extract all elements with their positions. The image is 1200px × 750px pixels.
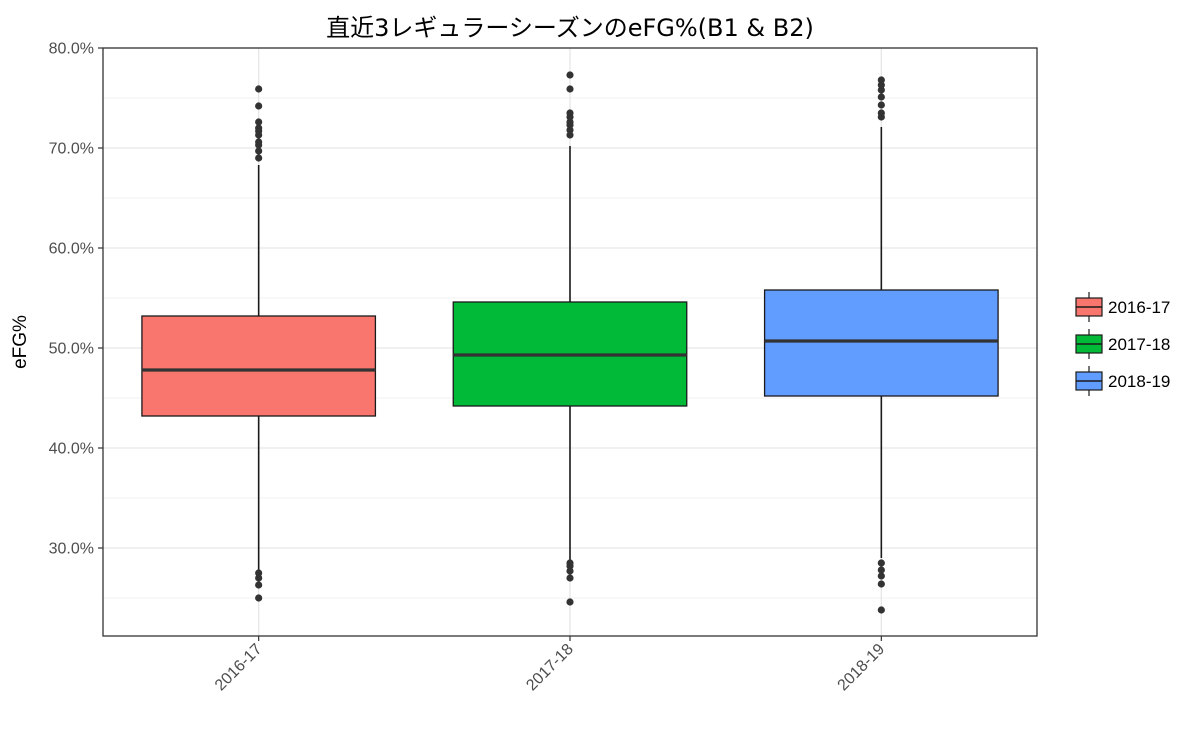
x-tick-label: 2017-18 (523, 641, 577, 695)
y-tick-label: 40.0% (49, 441, 94, 458)
outlier-point (566, 567, 574, 575)
outlier-point (255, 124, 263, 132)
box-layer (141, 71, 999, 614)
outlier-point (877, 86, 885, 94)
outlier-point (566, 85, 574, 93)
legend-item-2017-18: 2017-18 (1075, 329, 1170, 359)
outlier-point (877, 109, 885, 117)
y-tick-label: 50.0% (49, 341, 94, 358)
legend-layer: 2016-17 2017-18 2018-19 (1075, 292, 1170, 396)
outlier-point (566, 109, 574, 117)
box-body (763, 289, 999, 397)
legend-label: 2018-19 (1108, 372, 1170, 391)
outlier-point (877, 93, 885, 101)
y-tick-label: 80.0% (49, 41, 94, 58)
y-tick-label: 60.0% (49, 241, 94, 258)
outlier-point (566, 131, 574, 139)
outlier-point (255, 138, 263, 146)
legend-item-2018-19: 2018-19 (1075, 366, 1170, 396)
outlier-point (255, 85, 263, 93)
legend-label: 2016-17 (1108, 298, 1170, 317)
outlier-point (566, 559, 574, 567)
y-tick-label: 30.0% (49, 541, 94, 558)
outlier-point (877, 566, 885, 574)
box-body (141, 315, 377, 417)
outlier-point (255, 594, 263, 602)
outlier-point (877, 606, 885, 614)
legend-label: 2017-18 (1108, 335, 1170, 354)
y-tick-label: 70.0% (49, 141, 94, 158)
x-tick-label: 2016-17 (212, 641, 266, 695)
outlier-point (255, 102, 263, 110)
outlier-point (566, 126, 574, 134)
outlier-point (877, 572, 885, 580)
outlier-point (255, 154, 263, 162)
outlier-point (255, 581, 263, 589)
box-2016-17 (141, 85, 377, 602)
outlier-point (877, 81, 885, 89)
outlier-point (877, 580, 885, 588)
outlier-point (255, 569, 263, 577)
chart-title: 直近3レギュラーシーズンのeFG%(B1 & B2) (326, 14, 814, 42)
outlier-point (566, 598, 574, 606)
outlier-point (877, 559, 885, 567)
outlier-point (877, 101, 885, 109)
outlier-point (255, 574, 263, 582)
outlier-point (566, 118, 574, 126)
outlier-point (255, 147, 263, 155)
outlier-point (255, 118, 263, 126)
outlier-point (566, 71, 574, 79)
legend-item-2016-17: 2016-17 (1075, 292, 1170, 322)
box-2018-19 (763, 76, 999, 614)
outlier-point (566, 574, 574, 582)
y-axis-title: eFG% (10, 315, 31, 369)
box-2017-18 (452, 71, 688, 606)
x-tick-label: 2018-19 (835, 641, 889, 695)
outlier-point (877, 76, 885, 84)
